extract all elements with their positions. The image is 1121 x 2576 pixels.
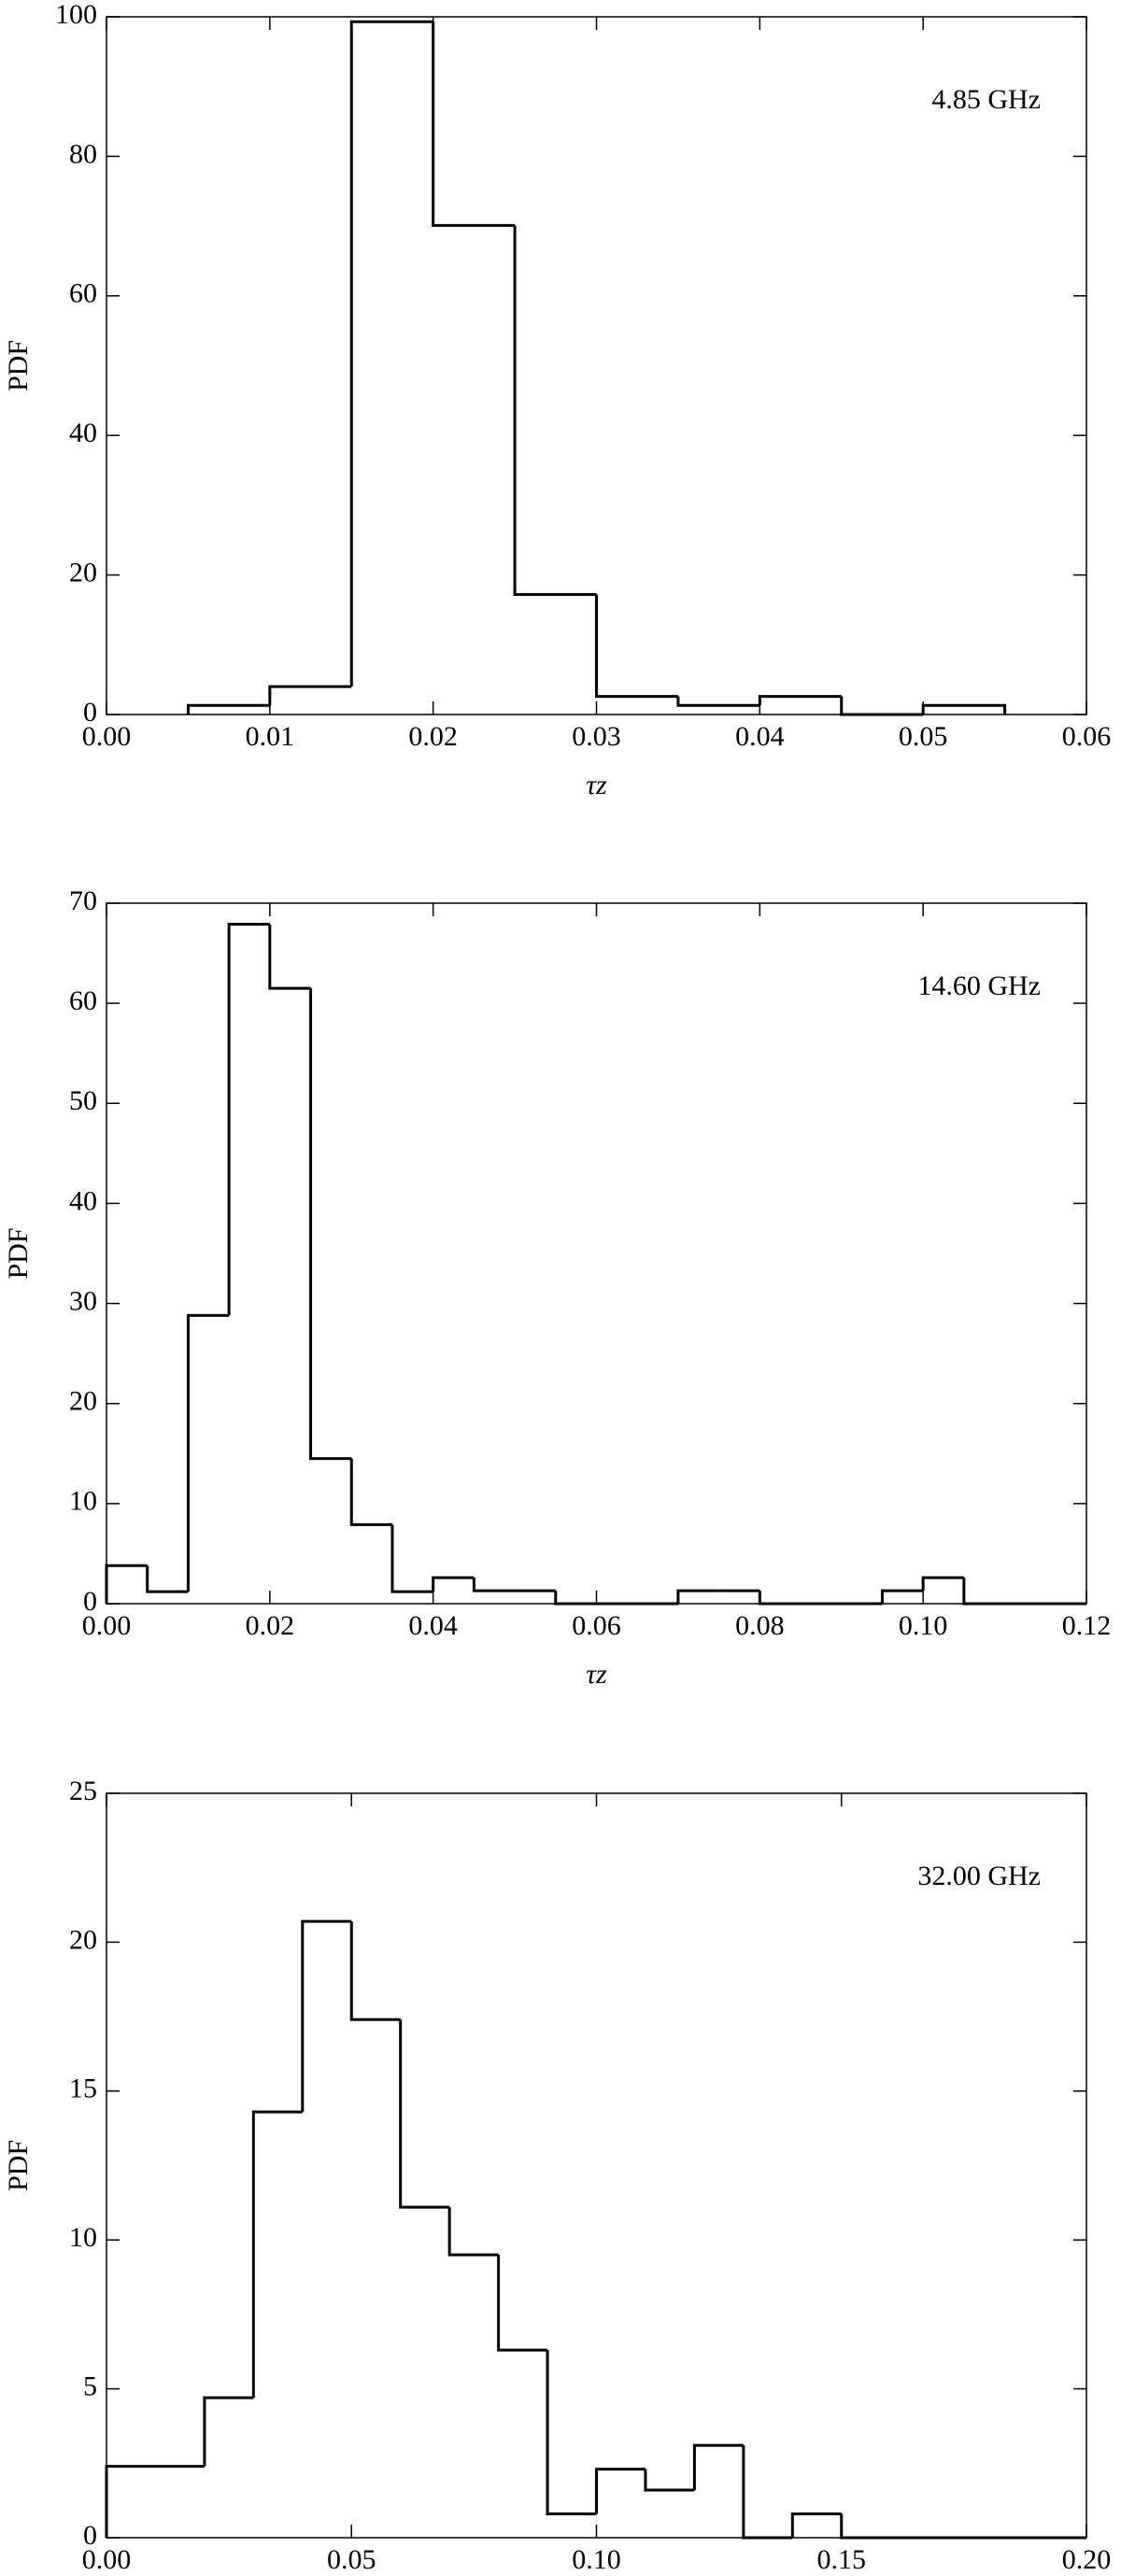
histogram-bin [472,1578,516,1592]
histogram-bin [921,703,1007,715]
x-tick-label: 0.10 [572,2544,621,2575]
y-tick-label: 0 [83,1586,97,1617]
x-tick-label: 0.05 [327,2544,376,2575]
y-tick-label: 60 [69,985,97,1016]
y-tick-label: 10 [69,2222,97,2253]
y-tick-label: 0 [83,697,97,728]
histogram-bin [758,1591,802,1606]
histogram-bin [268,685,352,706]
histogram-bin [742,2445,793,2540]
histogram-bin [105,1564,148,1604]
y-axis-label: PDF [3,340,34,391]
x-tick-label: 0.20 [1062,2544,1112,2575]
y-tick-label: 15 [69,2074,97,2104]
histogram-bin [880,1589,924,1604]
x-tick-label: 0.12 [1062,1610,1112,1641]
y-tick-label: 30 [69,1285,97,1316]
y-tick-label: 40 [69,418,97,448]
x-tick-label: 0.15 [817,2544,867,2575]
histogram-bin [146,1565,189,1593]
y-tick-label: 5 [83,2371,97,2401]
y-tick-label: 60 [69,278,97,309]
y-tick-label: 80 [69,138,97,169]
x-tick-label: 0.06 [572,1610,621,1641]
y-tick-label: 20 [69,1386,97,1417]
x-axis-label: τz [586,770,607,800]
histogram-bin [962,1578,1005,1606]
histogram-bin [692,2443,744,2490]
histogram-bin [432,21,516,227]
histogram-bin [399,2019,450,2209]
x-tick-label: 0.01 [246,721,295,752]
histogram-bin [758,695,842,706]
x-tick-label: 0.02 [246,1610,295,1641]
histogram-bin [105,2464,156,2538]
histogram-bin [790,2512,842,2538]
histogram-bin [676,1589,719,1604]
histogram-bin [676,696,760,707]
histogram-bin [554,1591,597,1606]
histogram-bin [921,1576,964,1592]
histogram-bin [268,924,311,990]
x-tick-label: 0.08 [735,1610,785,1641]
histogram-bin [186,703,270,715]
x-tick-label: 0.04 [735,721,785,752]
x-tick-label: 0.04 [408,1610,458,1641]
histogram-bin [447,2207,499,2257]
histogram-bin [513,225,597,597]
x-tick-label: 0.03 [572,721,621,752]
x-tick-label: 0.05 [899,721,948,752]
histogram-bin [203,2396,254,2467]
x-tick-label: 0.00 [82,1610,132,1641]
y-tick-label: 25 [69,1776,97,1806]
histogram-bin [497,2255,548,2352]
histogram-bin [251,2110,303,2399]
annotation: 4.85 GHz [931,84,1041,115]
histogram-bin [840,696,924,716]
y-axis-label: PDF [3,2140,34,2191]
x-tick-label: 0.00 [82,721,132,752]
histogram-bin [840,2513,891,2540]
y-tick-label: 0 [83,2520,97,2551]
x-axis-label: τz [586,1659,607,1690]
plot-frame [106,902,1087,1605]
histogram-bin [432,1576,475,1592]
y-tick-label: 70 [69,885,97,916]
histogram-bin [227,923,270,1316]
histogram-bin [349,1458,392,1526]
histogram-bin [595,594,678,699]
y-tick-label: 20 [69,1924,97,1955]
histogram-bin [349,1921,401,2021]
histogram-bin [309,988,352,1461]
y-tick-label: 20 [69,557,97,587]
x-tick-label: 0.10 [899,1610,948,1641]
x-tick-label: 0.02 [408,721,458,752]
x-tick-label: 0.00 [82,2544,132,2575]
histogram-bin [595,2468,646,2514]
histogram-bin [301,1919,352,2113]
annotation: 32.00 GHz [917,1861,1041,1891]
y-tick-label: 100 [55,0,97,30]
x-tick-label: 0.06 [1062,721,1112,752]
y-tick-label: 40 [69,1185,97,1216]
histogram-bin [546,2350,597,2515]
y-tick-label: 10 [69,1486,97,1517]
annotation: 14.60 GHz [917,970,1041,1001]
y-tick-label: 50 [69,1085,97,1116]
histogram-bin [390,1524,433,1593]
y-axis-label: PDF [3,1227,34,1279]
histogram-bin [349,20,433,687]
histogram-bin [644,2469,695,2492]
histogram-bin [186,1313,230,1592]
